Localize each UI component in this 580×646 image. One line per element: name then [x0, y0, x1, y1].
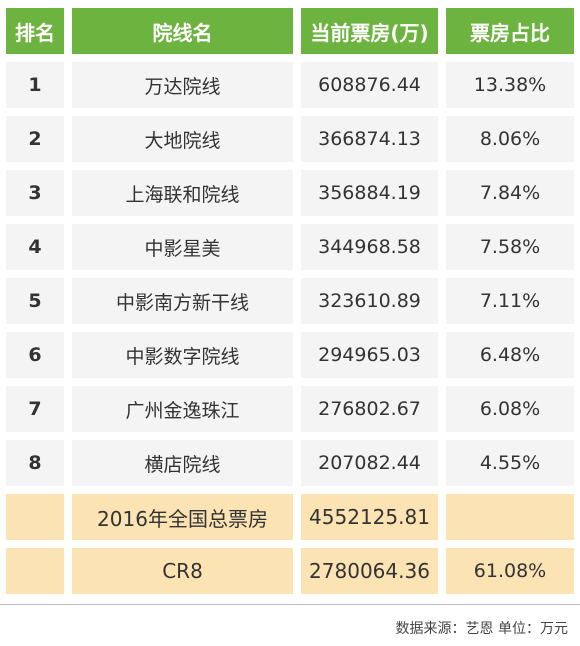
- summary-box-office-cell: 2780064.36: [301, 548, 438, 594]
- header-cell-3: 当前票房(万): [301, 8, 438, 54]
- name-cell: 广州金逸珠江: [72, 386, 293, 432]
- name-cell: 中影数字院线: [72, 332, 293, 378]
- share-cell: 6.08%: [446, 386, 574, 432]
- share-cell: 7.58%: [446, 224, 574, 270]
- summary-share-cell: [446, 494, 574, 540]
- header-cell-1: 排名: [6, 8, 64, 54]
- box-office-cell: 344968.58: [301, 224, 438, 270]
- header-cell-4: 票房占比: [446, 8, 574, 54]
- footer-divider: [0, 604, 580, 605]
- name-cell: 上海联和院线: [72, 170, 293, 216]
- rank-cell: 6: [6, 332, 64, 378]
- name-cell: 中影星美: [72, 224, 293, 270]
- box-office-cell: 294965.03: [301, 332, 438, 378]
- box-office-cell: 207082.44: [301, 440, 438, 486]
- header-cell-2: 院线名: [72, 8, 293, 54]
- share-cell: 7.11%: [446, 278, 574, 324]
- summary-name-cell: CR8: [72, 548, 293, 594]
- name-cell: 横店院线: [72, 440, 293, 486]
- rank-cell: 1: [6, 62, 64, 108]
- box-office-cell: 608876.44: [301, 62, 438, 108]
- summary-share-cell: 61.08%: [446, 548, 574, 594]
- rank-cell: 2: [6, 116, 64, 162]
- share-cell: 8.06%: [446, 116, 574, 162]
- box-office-cell: 366874.13: [301, 116, 438, 162]
- summary-rank-cell: [6, 494, 64, 540]
- summary-box-office-cell: 4552125.81: [301, 494, 438, 540]
- name-cell: 中影南方新干线: [72, 278, 293, 324]
- box-office-cell: 276802.67: [301, 386, 438, 432]
- rank-cell: 5: [6, 278, 64, 324]
- box-office-cell: 356884.19: [301, 170, 438, 216]
- name-cell: 万达院线: [72, 62, 293, 108]
- rank-cell: 7: [6, 386, 64, 432]
- box-office-table: 排名 院线名 当前票房(万) 票房占比 1 万达院线 608876.44 13.38% 2 大地院…: [6, 8, 574, 594]
- summary-name-cell: 2016年全国总票房: [72, 494, 293, 540]
- rank-cell: 8: [6, 440, 64, 486]
- rank-cell: 3: [6, 170, 64, 216]
- share-cell: 4.55%: [446, 440, 574, 486]
- share-cell: 7.84%: [446, 170, 574, 216]
- data-source-note: 数据来源：艺恩 单位：万元: [395, 621, 568, 637]
- box-office-cell: 323610.89: [301, 278, 438, 324]
- summary-rank-cell: [6, 548, 64, 594]
- name-cell: 大地院线: [72, 116, 293, 162]
- share-cell: 6.48%: [446, 332, 574, 378]
- rank-cell: 4: [6, 224, 64, 270]
- share-cell: 13.38%: [446, 62, 574, 108]
